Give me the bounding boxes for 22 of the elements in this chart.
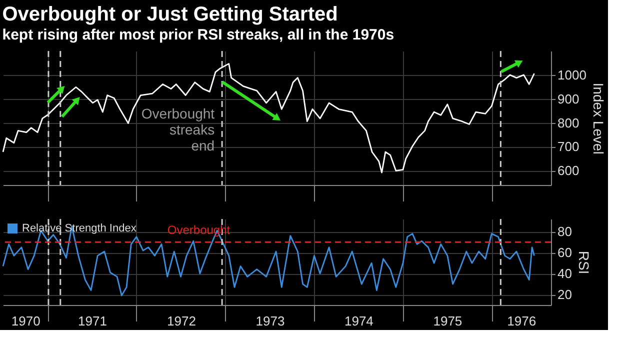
x-tick-label: 1976 <box>507 314 536 328</box>
y-axis-title: Index Level <box>590 82 606 154</box>
y-tick-label: 900 <box>558 91 580 106</box>
chart-subtitle: kept rising after most prior RSI streaks, all in the 1970s <box>2 26 394 44</box>
x-tick-label: 1972 <box>167 314 196 328</box>
chart-title: Overbought or Just Getting Started <box>2 3 338 26</box>
y-tick-label: 1000 <box>558 67 586 82</box>
y-tick-label: 800 <box>558 115 580 130</box>
y-tick-label: 20 <box>558 287 572 302</box>
y-tick-label: 60 <box>558 245 572 260</box>
y-axis-title: RSI <box>576 250 592 274</box>
x-tick-label: 1971 <box>78 314 107 328</box>
x-tick-label: 1975 <box>433 314 462 328</box>
x-tick-label: 1974 <box>344 314 374 328</box>
x-tick-label: 1973 <box>256 314 285 328</box>
y-tick-label: 80 <box>558 224 572 240</box>
y-tick-label: 700 <box>558 139 580 154</box>
ref-line-label: Overbought <box>167 223 231 238</box>
y-tick-label: 40 <box>558 266 572 282</box>
x-tick-label: 1970 <box>11 314 40 328</box>
y-tick-label: 600 <box>558 163 580 178</box>
annotation: Overbought streaks end <box>141 105 215 154</box>
